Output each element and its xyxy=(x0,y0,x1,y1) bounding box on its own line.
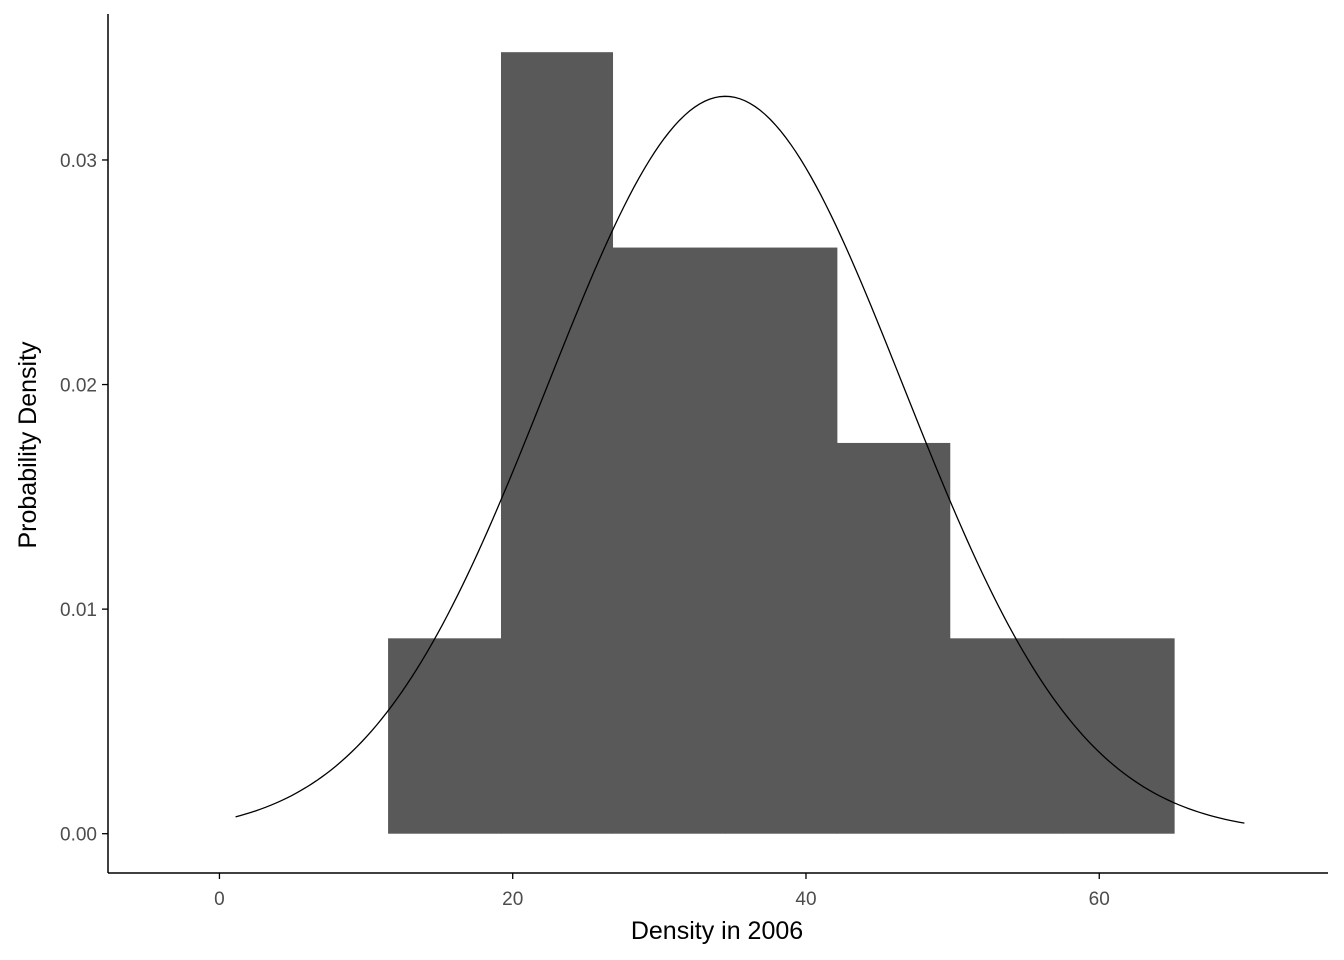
histogram-bar xyxy=(836,442,951,834)
y-tick-label: 0.03 xyxy=(60,151,97,172)
y-axis-ticks: 0.00 0.01 0.02 0.03 xyxy=(60,151,108,846)
x-tick-label: 40 xyxy=(795,889,816,910)
histogram-bar xyxy=(1062,638,1175,834)
y-tick-label: 0.00 xyxy=(60,825,97,846)
histogram-bar xyxy=(388,638,502,834)
x-axis-title: Density in 2006 xyxy=(631,917,803,945)
histogram-bar xyxy=(500,52,614,834)
y-axis-title: Probability Density xyxy=(14,341,42,549)
y-tick-label: 0.02 xyxy=(60,376,97,397)
x-axis-ticks: 0 20 40 60 xyxy=(214,873,1110,910)
histogram-bars xyxy=(388,52,1175,834)
x-tick-label: 60 xyxy=(1089,889,1110,910)
histogram-bar xyxy=(949,638,1064,834)
histogram-bar xyxy=(612,247,726,834)
normal-density-curve xyxy=(235,95,1245,824)
y-tick-label: 0.01 xyxy=(60,600,97,621)
histogram-bar xyxy=(725,247,838,834)
x-tick-label: 0 xyxy=(214,889,225,910)
x-tick-label: 20 xyxy=(502,889,523,910)
